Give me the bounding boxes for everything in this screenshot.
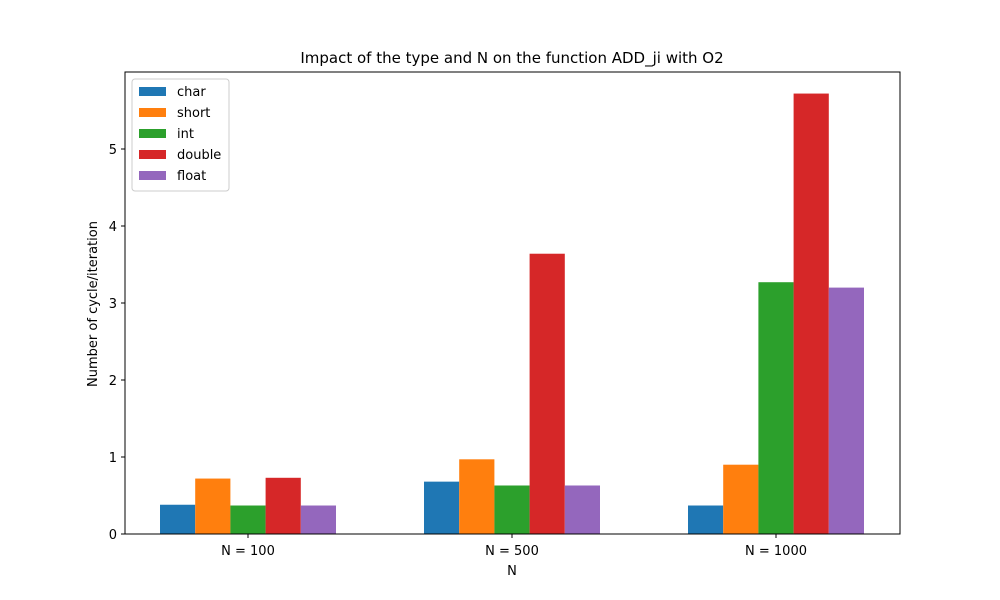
bar-char-0 [160,504,196,534]
y-tick-label: 3 [109,297,117,312]
bars-group [160,93,864,534]
bar-float-1 [564,485,600,534]
bar-double-2 [793,93,829,534]
legend-label-float: float [177,169,206,184]
legend: char short int double float [131,78,230,192]
y-axis-label: Number of cycle/iteration [86,221,101,387]
legend-label-int: int [177,127,194,142]
legend-label-char: char [177,85,206,100]
legend-swatch-int [139,129,166,138]
bar-float-2 [828,287,864,534]
y-tick-label: 1 [109,451,117,466]
legend-label-short: short [177,106,210,121]
legend-swatch-double [139,150,166,159]
bar-float-0 [300,505,336,534]
bar-double-0 [265,477,301,534]
bar-int-2 [758,282,794,534]
bar-char-1 [424,481,460,534]
legend-label-double: double [177,148,221,163]
y-tick-label: 5 [109,143,117,158]
x-tick-label: N = 100 [221,544,275,559]
x-axis-label: N [507,564,517,579]
bar-char-2 [688,505,724,534]
y-axis: 0 1 2 3 4 5 [109,143,125,543]
bar-int-0 [230,505,266,534]
bar-short-1 [459,459,495,534]
bar-double-1 [529,253,565,534]
bar-short-0 [195,478,231,534]
bar-int-1 [494,485,530,534]
y-tick-label: 2 [109,374,117,389]
legend-box [131,78,230,192]
legend-swatch-short [139,108,166,117]
bar-short-2 [723,464,759,534]
y-tick-label: 4 [109,220,117,235]
x-tick-label: N = 500 [485,544,539,559]
chart-title: Impact of the type and N on the function… [300,49,723,68]
legend-swatch-float [139,171,166,180]
x-tick-label: N = 1000 [745,544,807,559]
x-axis: N = 100 N = 500 N = 1000 [221,534,807,559]
y-tick-label: 0 [109,528,117,543]
legend-swatch-char [139,87,166,96]
